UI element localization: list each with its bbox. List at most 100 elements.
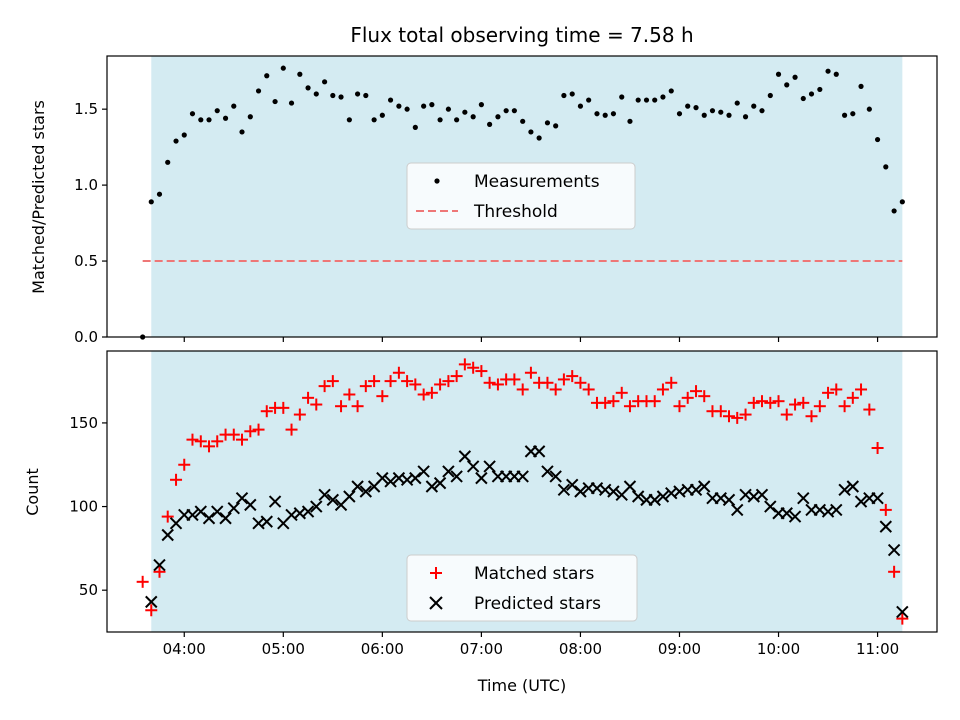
- measurement-point: [511, 108, 517, 114]
- matched-stars-point: [879, 503, 892, 516]
- measurement-point: [561, 92, 567, 99]
- predicted-stars-point: [442, 465, 455, 478]
- measurement-point: [586, 97, 592, 103]
- bottom-panel: 50 100 150 04:00 05:00 06:00 07:00 08:00 09:00 10…: [23, 350, 938, 695]
- measurement-point: [181, 132, 187, 138]
- matched-stars-point: [623, 400, 636, 413]
- measurement-point: [305, 85, 311, 91]
- matched-stars-point: [186, 433, 199, 446]
- matched-stars-point: [582, 383, 595, 396]
- predicted-stars-point: [879, 520, 893, 533]
- measurement-point: [280, 65, 286, 71]
- measurement-point: [718, 109, 724, 115]
- top-y-axis-label: Matched/Predicted stars: [29, 100, 48, 294]
- predicted-stars-point: [161, 528, 174, 542]
- x-tick-label: 05:00: [262, 640, 305, 658]
- matched-stars-point: [153, 565, 166, 578]
- x-tick-label: 04:00: [163, 640, 206, 658]
- predicted-stars-point: [260, 515, 273, 528]
- bottom-panel-frame: [106, 350, 938, 633]
- matched-stars-point: [178, 458, 191, 471]
- matched-stars-point: [747, 396, 760, 409]
- matched-stars-point: [846, 391, 859, 404]
- y-tick-label: 100: [69, 498, 98, 516]
- measurement-point: [643, 97, 650, 103]
- predicted-stars-point: [846, 480, 860, 493]
- measurement-point: [536, 135, 542, 141]
- matched-stars-point: [739, 408, 752, 421]
- y-tick-label: 150: [69, 414, 98, 432]
- measurement-point: [850, 111, 856, 117]
- top-panel: 0.0 0.5 1.0 1.5 Matched/Predicted stars Mea…: [29, 55, 938, 346]
- matched-stars-point: [194, 435, 207, 448]
- matched-stars-point: [648, 395, 661, 408]
- predicted-stars-point: [145, 595, 158, 609]
- predicted-stars-point: [887, 543, 901, 557]
- measurement-point: [421, 103, 427, 109]
- measurement-point: [338, 94, 344, 100]
- measurement-point: [346, 117, 352, 123]
- predicted-stars-point: [351, 480, 364, 493]
- matched-stars-point: [723, 410, 736, 423]
- matched-stars-point: [566, 370, 579, 383]
- measurement-point: [858, 83, 864, 89]
- matched-stars-point: [376, 390, 389, 403]
- measurement-point: [487, 121, 493, 127]
- measurement-point: [470, 114, 476, 120]
- predicted-stars-point: [731, 503, 744, 517]
- predicted-stars-point: [623, 480, 637, 493]
- predicted-stars-point: [186, 508, 199, 522]
- measurement-point: [767, 92, 773, 99]
- matched-stars-point: [235, 433, 248, 446]
- measurement-point: [693, 105, 699, 111]
- matched-stars-point: [855, 383, 868, 396]
- x-tick-label: 09:00: [658, 640, 701, 658]
- predicted-stars-point: [268, 495, 282, 508]
- predicted-stars-point: [722, 493, 736, 507]
- measurement-point: [676, 111, 683, 117]
- measurement-point: [874, 136, 881, 143]
- predicted-stars-point: [475, 471, 488, 485]
- predicted-stars-point: [797, 491, 810, 505]
- matched-stars-point: [896, 612, 909, 625]
- matched-stars-point: [458, 358, 471, 371]
- matched-stars-point: [780, 408, 793, 421]
- top-panel-frame: [106, 55, 938, 338]
- measurement-point: [734, 100, 740, 106]
- measurement-point: [313, 91, 319, 97]
- predicted-stars-point: [318, 488, 331, 502]
- measurement-point: [429, 102, 435, 108]
- measurement-point: [206, 117, 212, 123]
- matched-stars-point: [401, 375, 414, 388]
- matched-stars-point: [714, 405, 727, 418]
- predicted-stars-point: [532, 445, 546, 458]
- matched-stars-point: [805, 410, 818, 423]
- measurement-point: [165, 159, 171, 165]
- x-tick-label: 11:00: [856, 640, 899, 658]
- predicted-stars-point: [425, 480, 439, 493]
- legend-predicted-label: Predicted stars: [474, 594, 601, 614]
- measurement-point: [553, 123, 559, 129]
- matched-stars-point: [277, 401, 290, 414]
- measurement-point: [412, 124, 418, 130]
- top-legend: Measurements Threshold: [406, 162, 636, 230]
- chart-title: Flux total observing time = 7.58 h: [350, 23, 693, 47]
- predicted-stars-point: [450, 470, 463, 483]
- predicted-stars-point: [780, 507, 793, 520]
- top-panel-marks: [140, 65, 905, 340]
- matched-stars-point: [409, 378, 422, 391]
- predicted-stars-point: [194, 505, 208, 518]
- matched-stars-point: [203, 440, 216, 453]
- matched-stars-point: [607, 395, 620, 408]
- matched-stars-point: [888, 565, 901, 578]
- measurement-point: [569, 91, 575, 97]
- predicted-stars-point: [326, 493, 340, 507]
- y-tick-label: 1.5: [74, 100, 98, 118]
- measurement-point: [255, 88, 262, 94]
- bottom-panel-marks: [136, 358, 909, 625]
- legend-matched-marker: [430, 567, 442, 579]
- predicted-stars-point: [854, 495, 868, 508]
- predicted-stars-point: [483, 460, 496, 473]
- measurement-point: [272, 98, 278, 105]
- matched-stars-point: [293, 408, 306, 421]
